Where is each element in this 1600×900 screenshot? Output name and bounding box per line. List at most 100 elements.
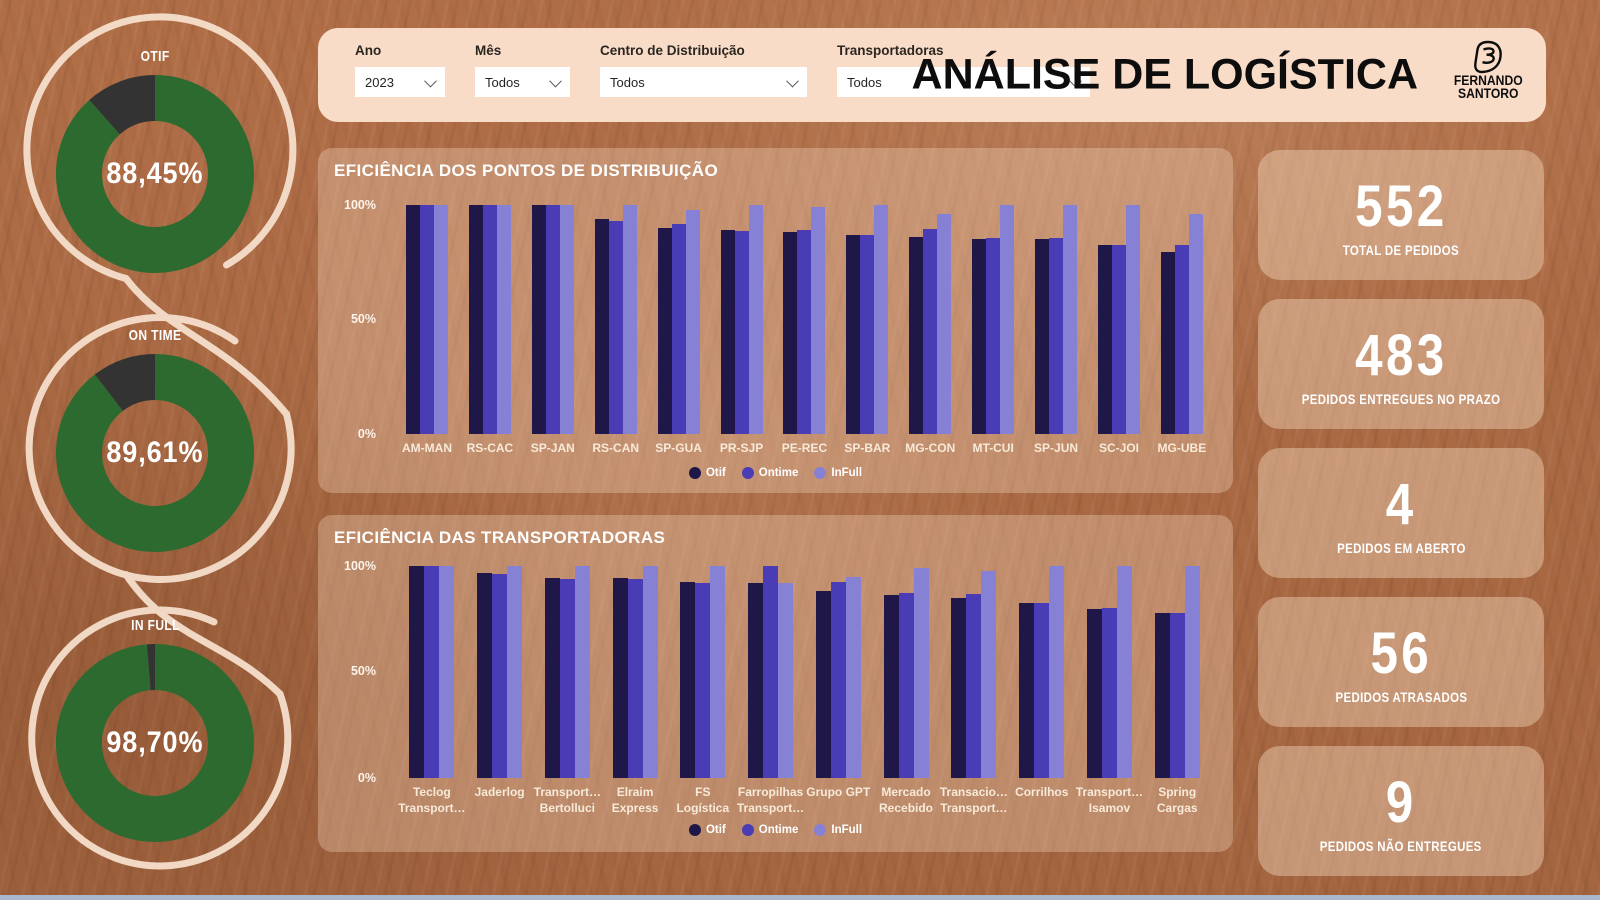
bar-ontime[interactable] [923,229,938,434]
bar-ontime[interactable] [830,581,846,778]
bar-ontime[interactable] [627,578,643,778]
legend-item-infull[interactable]: InFull [814,824,862,837]
bar-ontime[interactable] [1111,245,1126,434]
bar-ontime[interactable] [671,224,686,434]
donut-chart[interactable] [55,353,255,553]
bar-infull[interactable] [622,205,637,434]
legend-item-ontime[interactable]: Ontime [741,466,798,479]
brand-logo-line1: FERNANDO [1453,73,1523,88]
bar-otif[interactable] [1086,609,1102,778]
bar-ontime[interactable] [763,566,779,778]
bar-otif[interactable] [1097,245,1112,434]
bar-otif[interactable] [1035,239,1050,434]
donut-chart[interactable] [55,643,255,843]
bar-ontime[interactable] [898,592,914,778]
bar-infull[interactable] [1125,205,1140,434]
bar-infull[interactable] [1000,205,1015,434]
bar-ontime[interactable] [1101,608,1117,778]
bar-otif[interactable] [720,230,735,434]
bar-ontime[interactable] [482,205,497,434]
bar-otif[interactable] [594,218,609,434]
bar-otif[interactable] [1019,603,1035,778]
bar-otif[interactable] [972,239,987,434]
legend-item-ontime[interactable]: Ontime [741,824,798,837]
bar-otif[interactable] [909,237,924,434]
bar-infull[interactable] [559,205,574,434]
bar-ontime[interactable] [1174,245,1189,434]
bar-ontime[interactable] [559,578,575,778]
bar-otif[interactable] [406,205,420,434]
bar-otif[interactable] [846,234,861,434]
bar-otif[interactable] [544,577,560,778]
bar-ontime[interactable] [986,238,1001,434]
bar-otif[interactable] [657,227,672,434]
bar-ontime[interactable] [734,231,749,434]
bar-infull[interactable] [845,576,861,778]
bar-otif[interactable] [883,594,899,778]
bar-infull[interactable] [913,568,929,778]
bar-ontime[interactable] [545,205,560,434]
bar-infull[interactable] [642,566,658,778]
bar-otif[interactable] [815,591,831,778]
gauge-title: IN FULL [130,617,180,634]
bar-otif[interactable] [783,232,798,434]
bar-infull[interactable] [507,566,523,778]
bar-infull[interactable] [748,205,763,434]
legend-item-infull[interactable]: InFull [814,466,862,479]
bar-infull[interactable] [874,205,889,434]
bar-otif[interactable] [680,581,696,778]
bar-infull[interactable] [710,566,726,778]
bar-otif[interactable] [477,573,493,778]
bar-otif[interactable] [1154,612,1170,778]
filter-dropdown-transportadoras[interactable]: Todos [837,67,1090,97]
bar-ontime[interactable] [1034,603,1050,778]
x-axis-label: RS-CAN [592,441,640,455]
bar-infull[interactable] [1116,566,1132,778]
donut-segment-main[interactable] [56,354,254,552]
bar-otif[interactable] [951,597,967,778]
donut-segment-main[interactable] [56,75,254,273]
bar-ontime[interactable] [966,593,982,778]
bar-ontime[interactable] [424,566,440,778]
donut-segment-main[interactable] [56,644,254,842]
bar-ontime[interactable] [860,234,875,434]
bar-infull[interactable] [1188,214,1203,434]
x-axis-labels: AM-MAN RS-CAC SP-JAN RS-CAN SP-GUA PR-SJP PE-R… [392,441,1217,457]
bar-ontime[interactable] [695,582,711,778]
bar-otif[interactable] [748,582,764,778]
bar-infull[interactable] [778,582,794,778]
bar-infull[interactable] [981,571,997,778]
bar-infull[interactable] [937,214,952,434]
y-axis-tick: 50% [350,664,376,678]
bar-ontime[interactable] [797,230,812,434]
bar-ontime[interactable] [492,574,508,778]
bar-infull[interactable] [1184,566,1200,778]
donut-chart[interactable] [55,74,255,274]
x-axis-label: Corrilhos [1015,785,1069,799]
bar-infull[interactable] [1049,566,1065,778]
bar-otif[interactable] [409,566,425,778]
donut-segment-rest[interactable] [94,354,157,412]
filter-dropdown-mes[interactable]: Todos [475,67,570,97]
bar-ontime[interactable] [608,221,623,434]
legend-item-otif[interactable]: Otif [688,466,726,479]
donut-segment-rest[interactable] [89,75,156,135]
bar-otif[interactable] [531,205,546,434]
filter-dropdown-ano[interactable]: 2023 [355,67,445,97]
bar-ontime[interactable] [1169,612,1185,778]
bar-infull[interactable] [1063,205,1078,434]
legend-item-otif[interactable]: Otif [688,824,726,837]
bar-infull[interactable] [685,209,700,434]
bar-infull[interactable] [439,566,455,778]
bar-otif[interactable] [612,577,628,778]
bar-otif[interactable] [468,205,483,434]
bar-ontime[interactable] [1049,238,1064,434]
bar-infull[interactable] [811,207,826,434]
bar-ontime[interactable] [420,205,434,434]
filter-dropdown-centro-distribuicao[interactable]: Todos [600,67,807,97]
bar-otif[interactable] [1160,251,1175,434]
bar-infull[interactable] [574,566,590,778]
bar-infull[interactable] [496,205,511,434]
bar-infull[interactable] [434,205,448,434]
chart-title-text: EFICIÊNCIA DAS TRANSPORTADORAS [334,528,666,547]
